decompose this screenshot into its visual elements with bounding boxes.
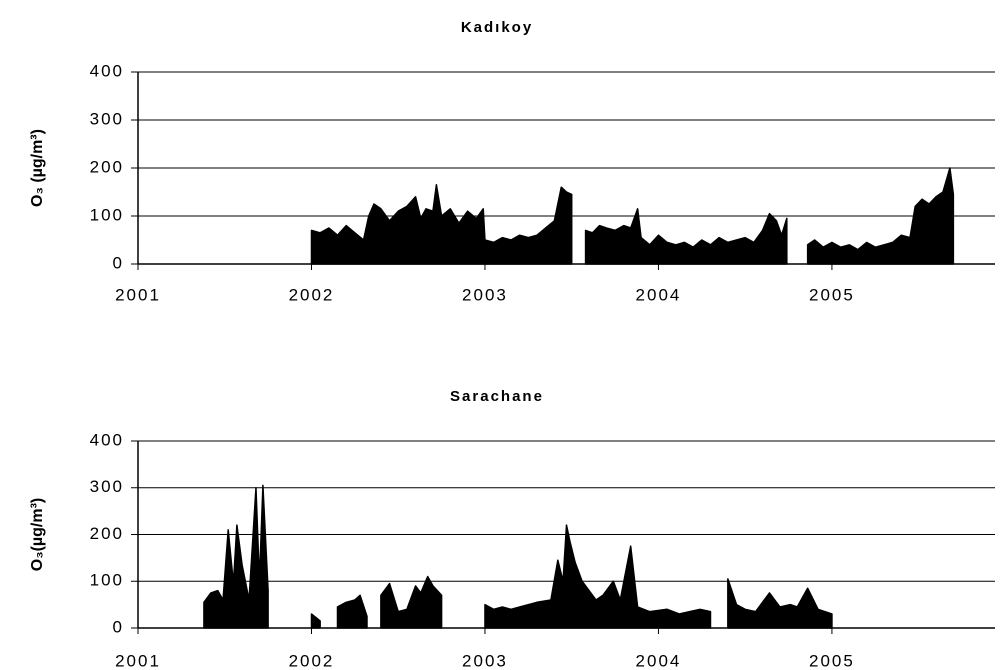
area — [310, 613, 321, 629]
area — [484, 524, 712, 629]
area — [336, 594, 368, 629]
x-tick-label: 2003 — [462, 651, 508, 670]
x-tick-label: 2003 — [462, 285, 508, 304]
y-tick-label: 400 — [90, 430, 124, 449]
x-tick-label: 2005 — [809, 651, 855, 670]
y-axis-label: O₃ (µg/m³) — [29, 129, 46, 207]
y-tick-label: 200 — [90, 157, 124, 176]
chart-title: Sarachane — [450, 388, 544, 405]
area — [310, 184, 573, 265]
area — [727, 578, 833, 629]
area — [584, 208, 788, 265]
y-tick-label: 0 — [113, 253, 124, 272]
y-tick-label: 400 — [90, 61, 124, 80]
y-tick-label: 300 — [90, 477, 124, 496]
x-tick-label: 2004 — [636, 285, 682, 304]
y-tick-label: 100 — [90, 571, 124, 590]
area — [806, 167, 955, 265]
x-tick-label: 2005 — [809, 285, 855, 304]
x-tick-label: 2002 — [289, 651, 335, 670]
y-tick-label: 200 — [90, 524, 124, 543]
x-tick-label: 2001 — [115, 651, 161, 670]
x-tick-label: 2002 — [289, 285, 335, 304]
x-tick-label: 2001 — [115, 285, 161, 304]
y-tick-label: 300 — [90, 109, 124, 128]
chart-title: Kadıkoy — [461, 19, 533, 36]
y-tick-label: 100 — [90, 205, 124, 224]
area — [380, 575, 443, 629]
y-axis-label: O₃(µg/m³) — [29, 498, 46, 572]
y-tick-label: 0 — [113, 617, 124, 636]
area — [203, 484, 269, 629]
x-tick-label: 2004 — [636, 651, 682, 670]
